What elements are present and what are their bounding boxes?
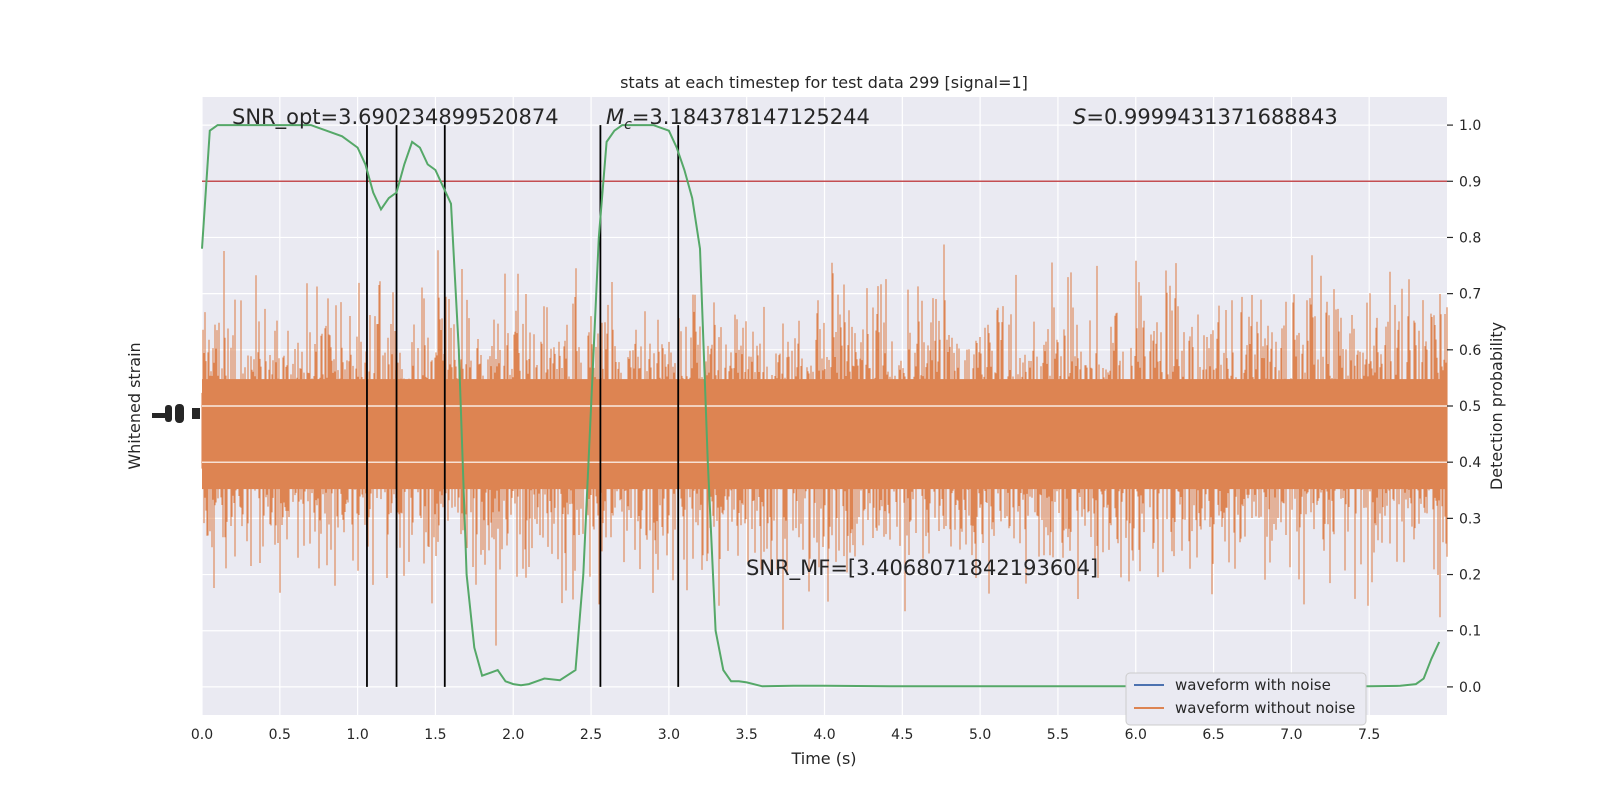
- annotation-chirp-mass-value: =3.184378147125244: [632, 105, 870, 129]
- x-tick-label: 6.5: [1202, 727, 1224, 743]
- legend-label-noise: waveform with noise: [1175, 676, 1331, 694]
- probability-line: [201, 124, 1441, 688]
- legend-label-clean: waveform without noise: [1175, 699, 1355, 717]
- left-tick-blob: [165, 405, 172, 422]
- annotation-snr-mf: SNR_MF=[3.4068071842193604]: [746, 556, 1098, 581]
- left-axis-ticklabels-collapsed: [152, 404, 200, 423]
- x-tick-label: 2.0: [502, 727, 524, 743]
- x-tick-label: 5.0: [969, 727, 991, 743]
- noise-band: [201, 244, 1448, 646]
- annotation-snr-opt: SNR_opt=3.690234899520874: [232, 105, 559, 130]
- left-tick-blob: [175, 404, 184, 423]
- y-tick-label: 0.5: [1459, 399, 1481, 415]
- x-tick-label: 0.5: [269, 727, 291, 743]
- legend: waveform with noise waveform without noi…: [1125, 672, 1367, 726]
- x-tick-label: 6.0: [1125, 727, 1147, 743]
- left-tick-blob: [152, 413, 166, 418]
- x-tick-label: 1.5: [424, 727, 446, 743]
- noise-core: [202, 379, 1447, 490]
- y-tick-label: 0.8: [1459, 230, 1481, 246]
- x-tick-label: 0.0: [191, 727, 213, 743]
- y-tick-label: 0.2: [1459, 568, 1481, 584]
- annotation-chirp-mass-symbol: M: [606, 105, 624, 129]
- x-axis-ticks: 0.0 0.5 1.0 1.5 2.0 2.5 3.0 3.5 4.0 4.5 5.0 5.5 6.0 6…: [191, 727, 1380, 743]
- annotation-chirp-mass: Mc=3.184378147125244: [606, 105, 870, 133]
- y-tick-label: 0.3: [1459, 511, 1481, 527]
- y-tick-label: 0.0: [1459, 680, 1481, 696]
- legend-box: [1125, 672, 1367, 726]
- y-tick-label: 0.6: [1459, 343, 1481, 359]
- x-tick-label: 2.5: [580, 727, 602, 743]
- left-tick-blob: [192, 408, 200, 419]
- y-tick-label: 0.7: [1459, 287, 1481, 303]
- x-tick-label: 3.0: [658, 727, 680, 743]
- y-tick-label: 0.4: [1459, 455, 1481, 471]
- chart-title: stats at each timestep for test data 299…: [620, 73, 1028, 92]
- y-tick-label: 0.1: [1459, 624, 1481, 640]
- probability-series: [201, 124, 1441, 688]
- annotation-s: S=0.9999431371688843: [1073, 105, 1338, 129]
- x-tick-label: 7.5: [1358, 727, 1380, 743]
- x-tick-label: 4.5: [891, 727, 913, 743]
- y-axis-right-ticks: 0.0 0.1 0.2 0.3 0.4 0.5 0.6 0.7 0.8 0.9 1.0: [1447, 118, 1481, 696]
- y-axis-left-label: Whitened strain: [125, 342, 144, 469]
- x-tick-label: 7.0: [1280, 727, 1302, 743]
- x-axis-label: Time (s): [790, 749, 856, 768]
- y-axis-right-label: Detection probability: [1487, 322, 1506, 490]
- annotation-chirp-mass-sub: c: [624, 117, 632, 133]
- x-tick-label: 4.0: [813, 727, 835, 743]
- x-tick-label: 1.0: [346, 727, 368, 743]
- y-tick-label: 1.0: [1459, 118, 1481, 134]
- annotation-s-symbol: S: [1073, 105, 1086, 129]
- y-tick-label: 0.9: [1459, 174, 1481, 190]
- annotation-s-value: =0.9999431371688843: [1086, 105, 1337, 129]
- x-tick-label: 5.5: [1047, 727, 1069, 743]
- x-tick-label: 3.5: [736, 727, 758, 743]
